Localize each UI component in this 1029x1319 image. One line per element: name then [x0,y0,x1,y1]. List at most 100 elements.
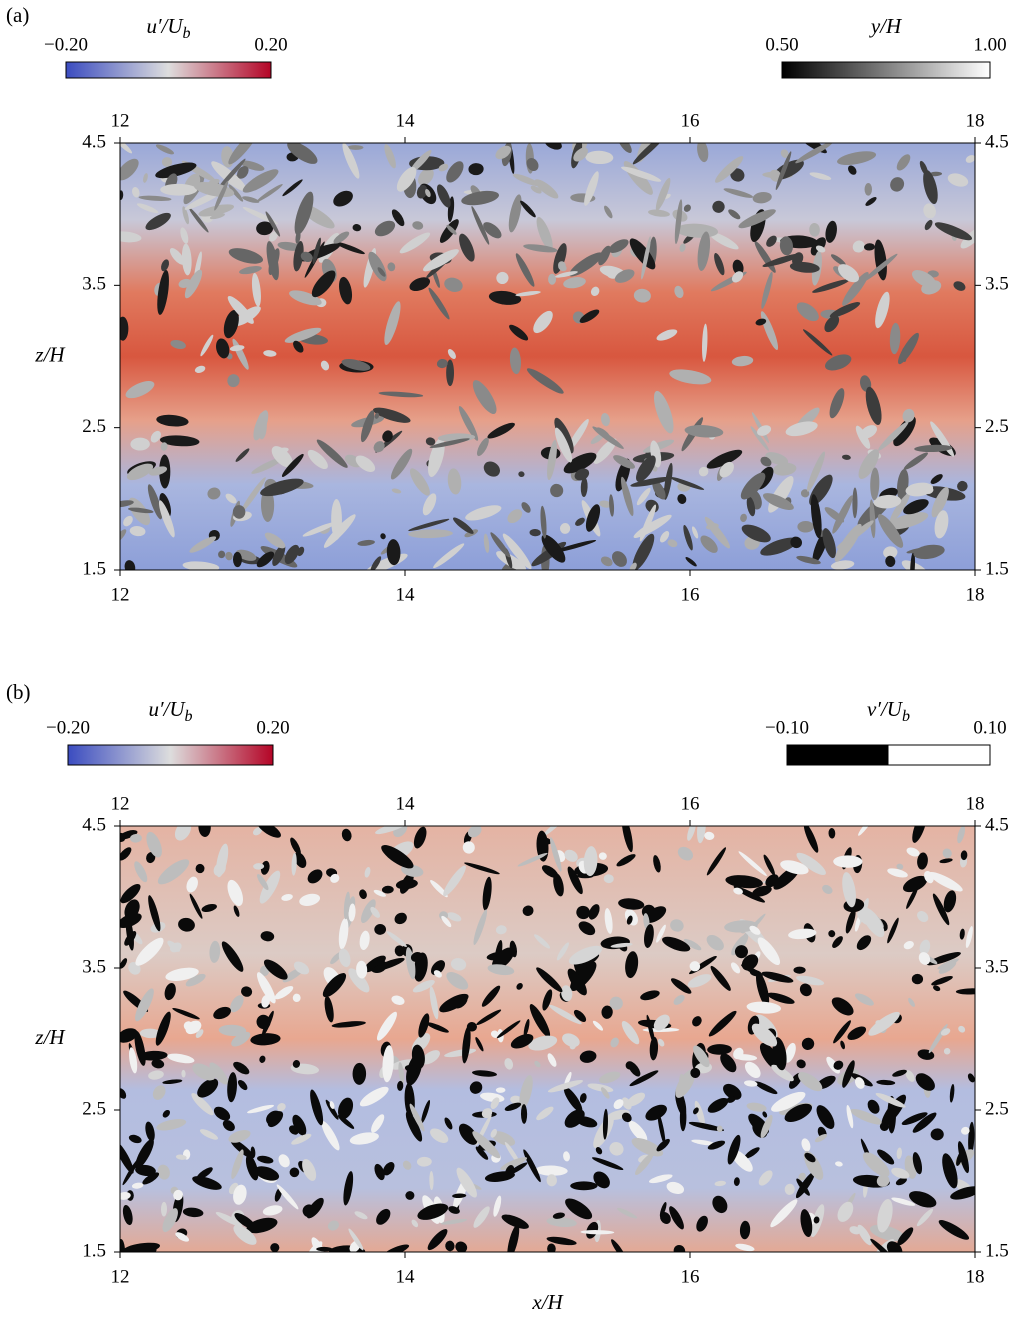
vortex-structure [378,391,424,398]
vortex-structure [408,518,450,532]
vortex-structure [483,461,500,477]
vortex-structure [462,841,475,854]
vortex-structure [755,318,767,326]
vortex-structure [405,1191,415,1200]
vortex-structure [172,1007,200,1020]
vortex-structure [289,1167,300,1178]
vortex-structure [183,1021,194,1031]
z-tick-label: 3.5 [82,274,106,295]
vortex-structure [214,180,229,211]
vortex-structure [456,1167,477,1198]
vortex-structure [828,930,836,938]
vortex-structure [546,1217,577,1228]
vortex-structure [156,1119,187,1131]
vortex-structure [520,1104,528,1124]
vortex-structure [265,211,281,237]
vortex-structure [644,906,667,923]
vortex-structure [192,1176,222,1190]
vortex-structure [897,469,909,501]
vortex-structure [373,441,385,453]
vortex-structure [677,494,687,504]
vortex-structure [688,1121,725,1132]
vortex-structure [908,1191,937,1208]
vortex-structure [746,496,756,517]
vortex-structure [592,426,624,449]
vortex-structure [957,480,968,492]
vortex-structure [903,875,928,893]
vortex-structure [604,205,613,219]
vortex-structure [632,533,655,570]
vortex-structure [883,546,898,559]
vortex-structure [608,239,629,253]
vortex-structure [189,536,217,553]
vortex-structure [938,1220,970,1240]
vortex-structure [292,993,301,1003]
vortex-structure [160,442,168,451]
vortex-structure [905,482,934,497]
vortex-structure [896,863,904,870]
vortex-structure [725,875,763,889]
vortex-structure [930,474,943,484]
vortex-structure [467,826,482,838]
vortex-structure [376,1011,397,1041]
vortex-structure [793,966,806,974]
vortex-structure [780,149,789,158]
vortex-structure [621,1020,640,1045]
vortex-structure [546,1236,577,1246]
vortex-structure [854,916,861,932]
vortex-structure [645,1104,667,1121]
vortex-structure [448,1206,460,1214]
vortex-structure [257,874,269,891]
vortex-structure [127,507,154,514]
vortex-structure [741,524,771,543]
vortex-structure [355,455,376,472]
vortex-structure [761,971,794,983]
vortex-structure [464,862,500,875]
vortex-structure [740,472,766,500]
vortex-structure [256,551,275,568]
vortex-structure [757,425,772,436]
vortex-structure [405,1111,423,1142]
vortex-structure [878,421,909,451]
vortex-structure [131,186,140,198]
vortex-structure [197,1078,219,1098]
vortex-structure [218,550,226,559]
vortex-structure [804,1152,816,1163]
vortex-structure [416,184,428,199]
vortex-structure [644,924,654,948]
vortex-structure [592,1020,604,1031]
vortex-structure [390,1059,416,1070]
vortex-structure [829,302,861,318]
vortex-structure [550,483,564,498]
vortex-structure [469,1081,483,1094]
vortex-structure [194,365,206,374]
vortex-structure [632,143,667,165]
vortex-structure [228,1130,251,1143]
vortex-structure [491,1131,516,1146]
vortex-structure [850,1108,883,1125]
vortex-structure [216,158,246,191]
vortex-structure [707,1140,726,1150]
vortex-structure [738,851,767,877]
vortex-structure [691,526,699,539]
vortex-structure [515,253,535,287]
vortex-structure [842,872,856,908]
vortex-structure [493,1195,502,1217]
vortex-structure [766,235,777,247]
vortex-structure [626,915,633,925]
vortex-structure [134,861,148,883]
vortex-structure [130,437,150,451]
vortex-structure [553,243,567,274]
vortex-structure [257,826,281,838]
vortex-structure [465,505,502,521]
vortex-structure [416,1156,432,1167]
x-tick-label: 18 [966,110,985,131]
vortex-structure [901,1112,928,1126]
vortex-structure [165,967,199,981]
vortex-structure [348,1228,364,1251]
vortex-structure [272,544,286,567]
z-tick-label: 3.5 [985,274,1009,295]
vortex-structure [195,1029,204,1038]
vortex-structure [507,509,523,524]
vortex-structure [666,1181,685,1195]
